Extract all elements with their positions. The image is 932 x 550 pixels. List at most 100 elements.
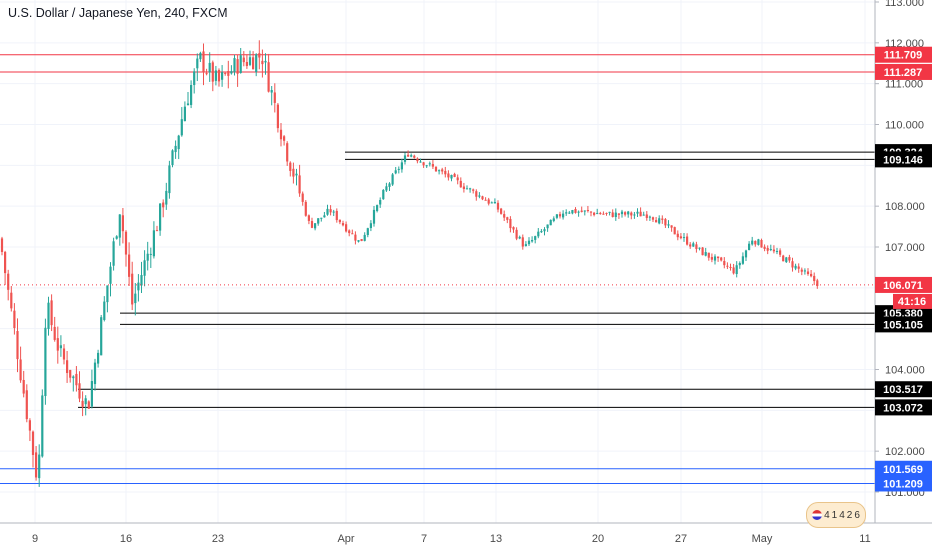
candle-body [574, 209, 577, 213]
candle-body [295, 173, 298, 176]
candle-body [627, 211, 630, 215]
candle-body [403, 155, 407, 162]
candle-body [493, 202, 496, 204]
x-tick-label: 23 [212, 533, 224, 545]
candle-body [496, 202, 500, 210]
candle-body [568, 212, 571, 214]
candle-body [341, 223, 345, 226]
price-level-tag [875, 399, 932, 416]
candle-body [779, 250, 782, 255]
badge-digit: 4 [824, 509, 830, 521]
candle-body [686, 236, 689, 245]
x-tick-label: 13 [490, 533, 502, 545]
candle-body [320, 217, 323, 219]
candle-body [307, 215, 310, 221]
candle-body [286, 143, 289, 162]
candle-body [97, 352, 100, 364]
candle-body [199, 52, 202, 60]
candle-body [676, 233, 679, 238]
candle-body [531, 239, 534, 242]
candle-body [351, 233, 354, 235]
y-tick-label: 110.000 [885, 120, 924, 132]
candle-body [537, 231, 540, 237]
candle-body [667, 224, 670, 226]
price-level-label: 101.209 [883, 478, 923, 490]
candle-body [698, 247, 701, 249]
candle-body [425, 165, 428, 167]
candle-body [760, 240, 763, 248]
candle-body [264, 60, 267, 63]
price-level-label: 101.569 [883, 464, 923, 476]
candle-body [140, 275, 143, 286]
candle-body [707, 252, 710, 258]
candle-body [131, 273, 134, 305]
candle-body [515, 229, 518, 239]
countdown-tag [893, 293, 932, 309]
badge-digit: 4 [839, 509, 845, 521]
candle-body [673, 227, 676, 235]
candle-body [214, 70, 217, 81]
candle-body [397, 168, 400, 170]
candle-body [608, 211, 611, 213]
candle-body [670, 225, 673, 228]
candle-body [434, 166, 438, 172]
candle-body [555, 214, 558, 218]
current-price-tag [875, 276, 932, 293]
candle-body [642, 214, 645, 216]
candle-body [289, 162, 292, 171]
y-tick-label: 107.000 [885, 242, 925, 254]
candle-body [710, 257, 713, 260]
price-level-label: 109.146 [883, 154, 923, 166]
candle-body [639, 211, 642, 217]
candle-body [301, 193, 304, 202]
candle-body [577, 211, 580, 213]
candle-body [586, 210, 589, 212]
candle-body [276, 104, 279, 129]
y-tick-label: 113.000 [885, 0, 924, 9]
candle-body [664, 219, 667, 226]
candle-body [503, 214, 506, 218]
current-price-label: 106.071 [883, 280, 923, 292]
candle-body [279, 129, 283, 140]
candle-body [360, 239, 363, 242]
candle-body [72, 376, 75, 379]
candle-body [109, 266, 112, 284]
candle-body [208, 62, 211, 73]
candle-body [726, 265, 729, 267]
candle-body [19, 359, 22, 381]
grid [0, 0, 875, 523]
price-level-tag [875, 46, 932, 63]
candle-body [562, 213, 565, 218]
candle-body [797, 266, 800, 269]
candle-body [252, 57, 255, 70]
candle-body [816, 280, 819, 287]
candle-body [518, 236, 521, 239]
candle-body [565, 212, 568, 214]
candle-body [90, 381, 93, 407]
candle-body [400, 162, 403, 170]
candle-body [168, 165, 171, 194]
candle-body [527, 240, 531, 245]
candle-body [338, 219, 341, 223]
candle-body [267, 62, 270, 92]
x-tick-label: May [752, 533, 773, 545]
price-level-label: 111.287 [884, 67, 923, 79]
badge-digit: 6 [854, 509, 860, 521]
flag-icon [812, 510, 823, 520]
candle-body [363, 234, 366, 241]
candle-body [25, 390, 28, 420]
candle-body [115, 236, 118, 239]
candle-body [53, 326, 56, 340]
candle-body [354, 234, 357, 241]
candle-body [186, 103, 190, 106]
candle-body [552, 218, 555, 221]
price-level-tag [875, 460, 932, 477]
candle-body [735, 265, 738, 275]
economic-calendar-badge[interactable]: 4 1 4 2 6 [806, 502, 866, 528]
candle-body [655, 220, 658, 223]
candle-body [729, 266, 732, 268]
horizontal-levels[interactable] [0, 54, 875, 484]
candle-body [701, 247, 704, 256]
candle-body [22, 379, 25, 394]
